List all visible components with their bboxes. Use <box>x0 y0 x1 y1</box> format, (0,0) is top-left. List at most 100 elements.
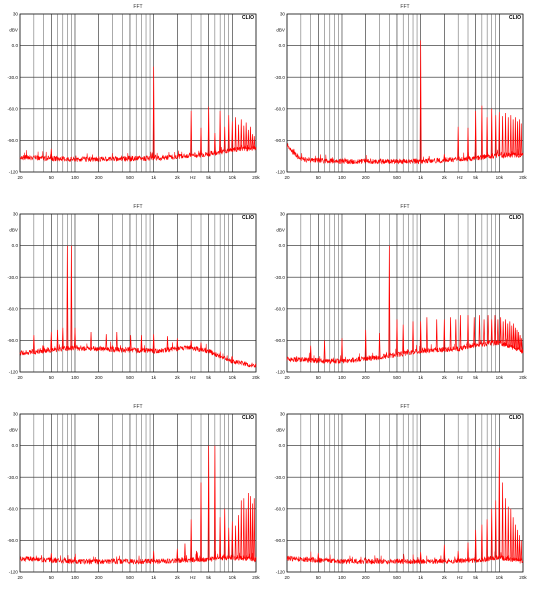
spectrum-peak <box>237 124 240 150</box>
x-tick-label: 200 <box>362 175 370 180</box>
spectrum-peak <box>443 154 446 161</box>
spectrum-peak <box>504 113 507 156</box>
spectrum-peak <box>247 129 250 149</box>
y-tick-label: -30.0 <box>8 75 19 80</box>
spectrum-peak <box>490 508 493 559</box>
spectrum-peak <box>490 108 493 157</box>
y-tick-label: -120 <box>9 570 19 575</box>
spectrum-peak <box>253 498 256 560</box>
spectrum-peak <box>412 321 414 353</box>
y-tick-label: -30.0 <box>8 475 19 480</box>
spectrum-peak <box>480 524 483 560</box>
y-tick-label: 30 <box>280 412 286 417</box>
spectrum-peak <box>473 317 476 345</box>
chart-title: FFT <box>133 404 142 410</box>
plot-frame <box>19 413 257 573</box>
y-unit-label: dBV <box>276 27 286 32</box>
spectrum-peak <box>50 148 53 159</box>
x-tick-label: 1k <box>151 175 157 180</box>
spectrum-peak <box>443 544 446 562</box>
spectrum-peak <box>231 121 234 150</box>
x-tick-label: 500 <box>393 575 401 580</box>
spectrum-peak <box>140 335 143 351</box>
spectrum-peak <box>207 445 210 560</box>
x-tick-label: 1k <box>418 375 424 380</box>
x-tick-label: 5k <box>206 575 212 580</box>
spectrum-peak <box>474 110 477 159</box>
y-tick-label: -120 <box>276 570 286 575</box>
spectrum-peak <box>184 543 186 561</box>
spectrum-peak <box>219 517 222 559</box>
spectrum-peak <box>425 317 428 351</box>
spectrum-peak <box>478 315 481 345</box>
spectrum-peak <box>501 116 504 156</box>
clio-badge: CLIO <box>242 15 254 21</box>
spectrum-peak <box>61 327 64 349</box>
x-tick-label: 20k <box>519 375 527 380</box>
x-tick-label: 20 <box>284 375 290 380</box>
x-tick-label: 10k <box>229 575 237 580</box>
x-tick-label: 100 <box>71 375 79 380</box>
y-tick-label: -90.0 <box>8 338 19 343</box>
spectrum-peak <box>176 548 179 561</box>
spectrum-peak <box>237 515 240 558</box>
plot-frame <box>286 13 524 173</box>
spectrum-peak <box>504 319 507 345</box>
x-tick-label: 200 <box>362 375 370 380</box>
spectrum-peak <box>504 498 507 559</box>
x-tick-label: 2k <box>175 375 181 380</box>
spectrum-peak <box>152 550 155 562</box>
chart-title: FFT <box>400 4 409 10</box>
spectrum-peak <box>498 447 501 558</box>
spectrum-peak <box>419 40 422 162</box>
spectrum-peak <box>50 553 53 561</box>
spectrum-peak <box>200 342 202 350</box>
y-tick-label: -60.0 <box>275 506 286 511</box>
spectrum-peak <box>251 503 254 560</box>
spectrum-peak <box>249 126 252 149</box>
spectrum-peak <box>251 134 254 149</box>
x-tick-label: 20 <box>17 175 23 180</box>
x-tick-label: 50 <box>49 375 55 380</box>
spectrum-peak <box>499 317 502 343</box>
spectrum-peak <box>518 535 521 561</box>
spectrum-peak <box>242 498 245 559</box>
chart-title: FFT <box>133 204 142 210</box>
chart-panel-1: 30 0.0 -30.0 -60.0 -90.0 -120 20 50 100 200 500 1k 2… <box>0 0 266 196</box>
spectrum-peak <box>242 125 245 149</box>
x-tick-label: 5k <box>473 375 479 380</box>
x-tick-label: 100 <box>338 575 346 580</box>
y-tick-label: 30 <box>280 12 286 17</box>
y-tick-label: 30 <box>280 212 286 217</box>
spectrum-peak <box>245 122 248 149</box>
spectrum-peak <box>378 333 381 358</box>
x-tick-label: 2k <box>175 175 181 180</box>
x-tick-label: 200 <box>95 375 103 380</box>
clio-badge: CLIO <box>509 215 521 221</box>
x-tick-label: 1k <box>151 375 157 380</box>
x-tick-label: 5k <box>473 575 479 580</box>
spectrum-peak <box>507 117 510 156</box>
x-tick-label: 50 <box>49 575 55 580</box>
x-tick-label: 20 <box>17 575 23 580</box>
spectrum-peak <box>309 345 312 361</box>
spectrum-peak <box>74 327 76 348</box>
x-tick-label: 1k <box>418 575 424 580</box>
spectrum-peak <box>129 335 132 351</box>
spectrum-peak <box>190 340 193 348</box>
y-tick-label: -60.0 <box>8 506 19 511</box>
clio-badge: CLIO <box>509 415 521 421</box>
spectrum-peak <box>501 482 504 558</box>
y-tick-label: -60.0 <box>8 306 19 311</box>
spectrum-noise-trace <box>19 341 257 368</box>
x-tick-label: 20k <box>519 575 527 580</box>
x-tick-label: 10k <box>229 375 237 380</box>
x-tick-label: 20 <box>284 175 290 180</box>
spectrum-peak <box>42 345 45 351</box>
chart-panel-4: 30 0.0 -30.0 -60.0 -90.0 -120 20 50 100 200 500 1k 2… <box>267 200 533 396</box>
spectrum-peak <box>213 445 216 559</box>
x-tick-label: 20k <box>252 175 260 180</box>
